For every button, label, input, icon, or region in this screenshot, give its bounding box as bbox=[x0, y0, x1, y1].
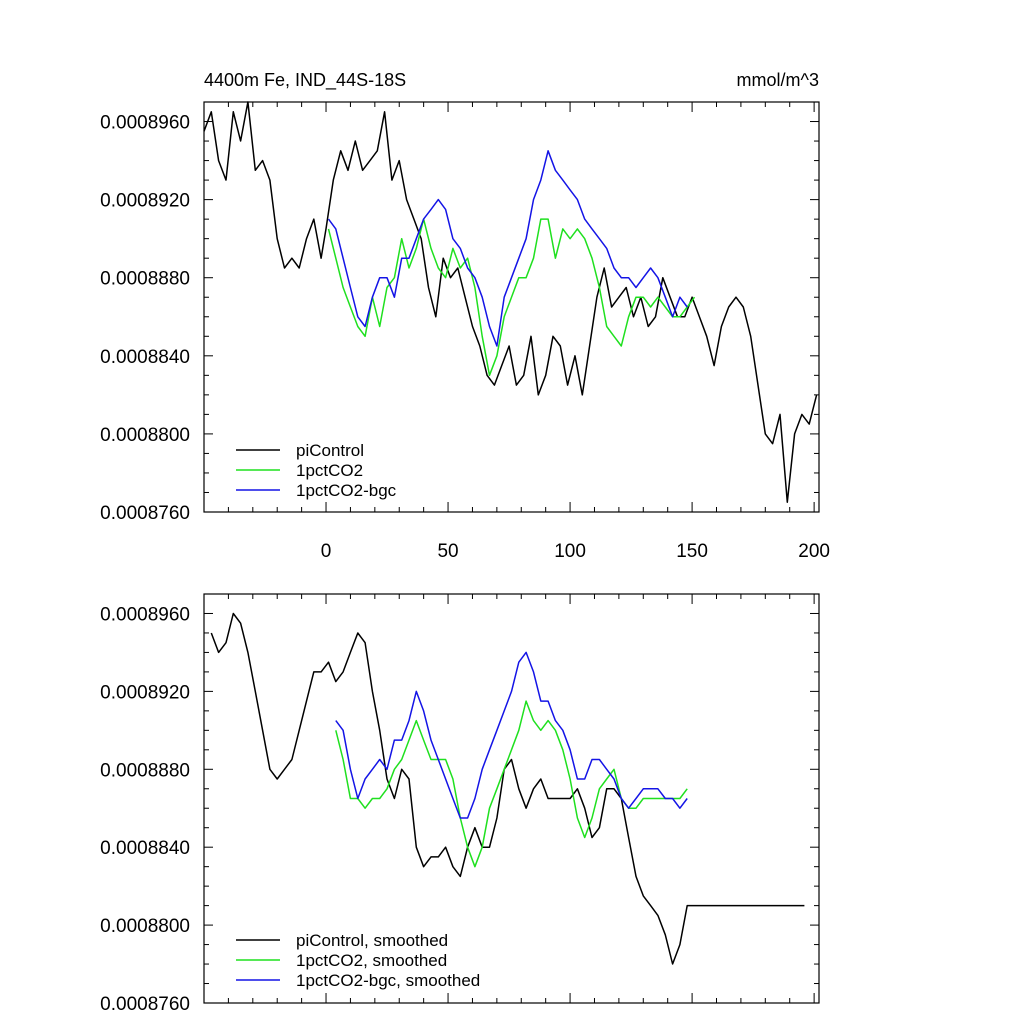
legend-label: 1pctCO2-bgc, smoothed bbox=[296, 971, 480, 990]
x-tick-label: 200 bbox=[798, 541, 830, 562]
y-tick-label: 0.0008920 bbox=[100, 682, 190, 703]
panel-bottom: 0.0008760 0.0008800 0.0008840 0.0008880 0.00… bbox=[100, 593, 820, 1015]
panel-title-left: 4400m Fe, IND_44S-18S bbox=[204, 70, 406, 91]
y-tick-label: 0.0008960 bbox=[100, 604, 190, 625]
series-line bbox=[327, 150, 688, 347]
legend-label: piControl bbox=[296, 441, 364, 460]
plot-frame bbox=[203, 593, 820, 1004]
y-tick-label: 0.0008840 bbox=[100, 347, 190, 368]
y-tick-label: 0.0008800 bbox=[100, 425, 190, 446]
series-line bbox=[327, 218, 696, 377]
x-tick-label: 0 bbox=[321, 541, 332, 562]
y-tick-label: 0.0008760 bbox=[100, 994, 190, 1015]
series-line bbox=[210, 612, 805, 965]
legend-label: 1pctCO2, smoothed bbox=[296, 951, 447, 970]
plot-frame bbox=[203, 101, 820, 513]
legend-label: piControl, smoothed bbox=[296, 931, 448, 950]
y-tick-label: 0.0008960 bbox=[100, 113, 190, 134]
x-tick-label: 50 bbox=[437, 541, 458, 562]
panel-title-right: mmol/m^3 bbox=[737, 70, 819, 90]
panel-top: 4400m Fe, IND_44S-18S mmol/m^3 0.0008760… bbox=[100, 70, 830, 562]
legend-label: 1pctCO2 bbox=[296, 461, 363, 480]
series-line bbox=[335, 700, 688, 868]
x-tick-label: 150 bbox=[676, 541, 708, 562]
legend-label: 1pctCO2-bgc bbox=[296, 481, 397, 500]
series-line bbox=[203, 101, 818, 503]
y-tick-label: 0.0008800 bbox=[100, 916, 190, 937]
y-tick-label: 0.0008840 bbox=[100, 838, 190, 859]
y-tick-label: 0.0008760 bbox=[100, 503, 190, 524]
y-tick-label: 0.0008880 bbox=[100, 760, 190, 781]
series-line bbox=[335, 651, 688, 819]
y-tick-label: 0.0008880 bbox=[100, 269, 190, 290]
y-tick-label: 0.0008920 bbox=[100, 191, 190, 212]
x-tick-label: 100 bbox=[554, 541, 586, 562]
